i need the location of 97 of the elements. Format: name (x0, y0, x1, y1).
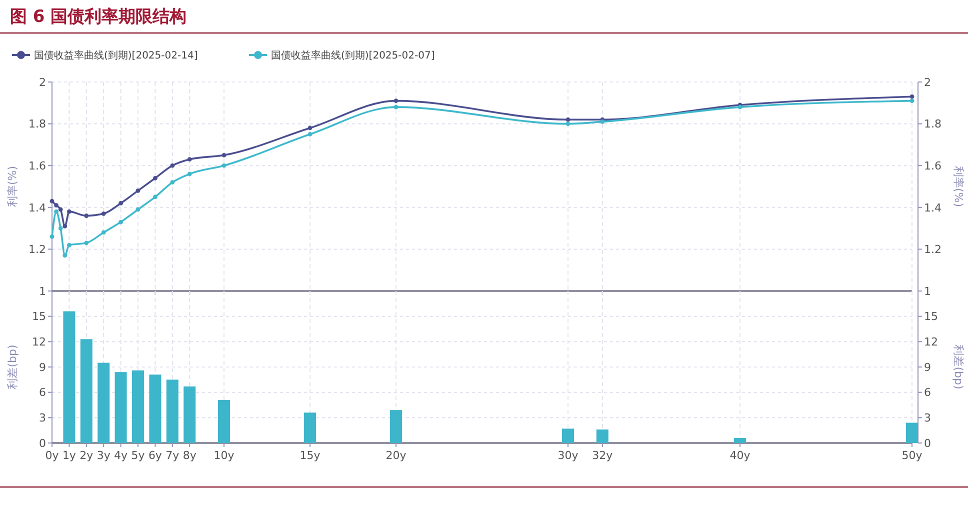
point (394, 104, 398, 110)
bar (149, 374, 162, 443)
legend-label: 国债收益率曲线(到期)[2025-02-07] (271, 50, 435, 62)
y2-tick-label: 2 (924, 76, 931, 89)
x-tick-label: 40y (730, 449, 751, 462)
x-tick-label: 32y (592, 449, 614, 462)
point (118, 220, 123, 224)
y2-axis-title: 利率(%) (952, 166, 965, 208)
bar (304, 412, 316, 443)
bar (184, 386, 196, 443)
y-tick-label: 1.2 (28, 243, 46, 256)
y2-tick-label: 1 (924, 284, 931, 298)
y-tick-label: 12 (32, 336, 46, 349)
point (170, 163, 175, 168)
point (118, 201, 123, 206)
point (153, 194, 158, 200)
y-axis-title: 利差(bp) (6, 344, 19, 390)
y2-tick-label: 12 (924, 336, 938, 349)
point (62, 224, 68, 228)
point (67, 242, 72, 248)
y2-tick-label: 1.8 (924, 118, 942, 131)
y-tick-label: 1.4 (28, 201, 46, 214)
x-tick-label: 20y (386, 449, 407, 462)
point (62, 253, 68, 258)
y-tick-label: 0 (39, 436, 46, 450)
point (84, 214, 89, 218)
y2-tick-label: 1.2 (924, 243, 942, 256)
point (222, 152, 226, 158)
y2-tick-label: 3 (924, 412, 931, 425)
y2-tick-label: 9 (924, 360, 931, 374)
legend-label: 国债收益率曲线(到期)[2025-02-14] (34, 50, 198, 62)
x-tick-label: 5y (131, 449, 146, 462)
bar (80, 339, 92, 443)
point (187, 172, 192, 176)
point (84, 240, 89, 246)
point (170, 180, 175, 185)
y2-tick-label: 6 (924, 386, 931, 400)
x-tick-label: 10y (214, 449, 235, 462)
y-tick-label: 9 (39, 360, 46, 374)
y-tick-label: 3 (39, 412, 46, 425)
y-tick-label: 6 (39, 386, 46, 400)
y2-tick-label: 0 (924, 436, 931, 450)
bar (98, 362, 110, 443)
point (910, 94, 914, 99)
y2-tick-label: 1.6 (924, 159, 942, 172)
x-tick-label: 0y (45, 449, 60, 462)
bar (132, 370, 144, 443)
point (58, 207, 63, 212)
point (566, 122, 570, 126)
x-tick-label: 8y (182, 449, 197, 462)
point (600, 120, 605, 124)
chart-title: 图 6 国债利率期限结构 (10, 7, 187, 27)
x-tick-label: 3y (96, 449, 111, 462)
y2-axis-title: 利差(bp) (952, 344, 965, 390)
y-axis-title: 利率(%) (6, 166, 19, 208)
x-tick-label: 6y (148, 449, 162, 462)
x-tick-label: 30y (558, 449, 579, 462)
point (101, 211, 106, 216)
y-tick-label: 15 (32, 310, 46, 324)
bar (114, 372, 127, 443)
bar (218, 400, 230, 443)
point (308, 132, 312, 136)
bar (734, 438, 746, 443)
point (153, 176, 158, 180)
bar (562, 428, 574, 443)
x-tick-label: 50y (902, 449, 923, 462)
point (394, 98, 398, 104)
point (222, 163, 226, 168)
point (136, 207, 140, 212)
bar (166, 380, 178, 443)
bar (906, 422, 918, 443)
point (54, 209, 58, 214)
point (566, 117, 570, 122)
point (308, 126, 312, 130)
point (50, 234, 54, 239)
y-tick-label: 1.6 (28, 159, 46, 172)
point (67, 209, 72, 214)
point (187, 157, 192, 162)
point (54, 203, 58, 208)
point (101, 230, 106, 235)
x-tick-label: 2y (80, 449, 94, 462)
x-tick-label: 15y (300, 449, 321, 462)
bar (596, 429, 608, 443)
bar (390, 410, 402, 443)
y-tick-label: 2 (39, 76, 46, 89)
point (50, 198, 54, 204)
y2-tick-label: 1.4 (924, 201, 942, 214)
bar (63, 311, 76, 443)
y2-tick-label: 15 (924, 310, 938, 324)
point (136, 188, 140, 193)
x-tick-label: 1y (62, 449, 76, 462)
y-tick-label: 1.8 (28, 118, 46, 131)
point (910, 98, 914, 104)
x-tick-label: 4y (114, 449, 128, 462)
x-tick-label: 7y (166, 449, 180, 462)
y-tick-label: 1 (39, 284, 46, 298)
point (58, 226, 63, 230)
